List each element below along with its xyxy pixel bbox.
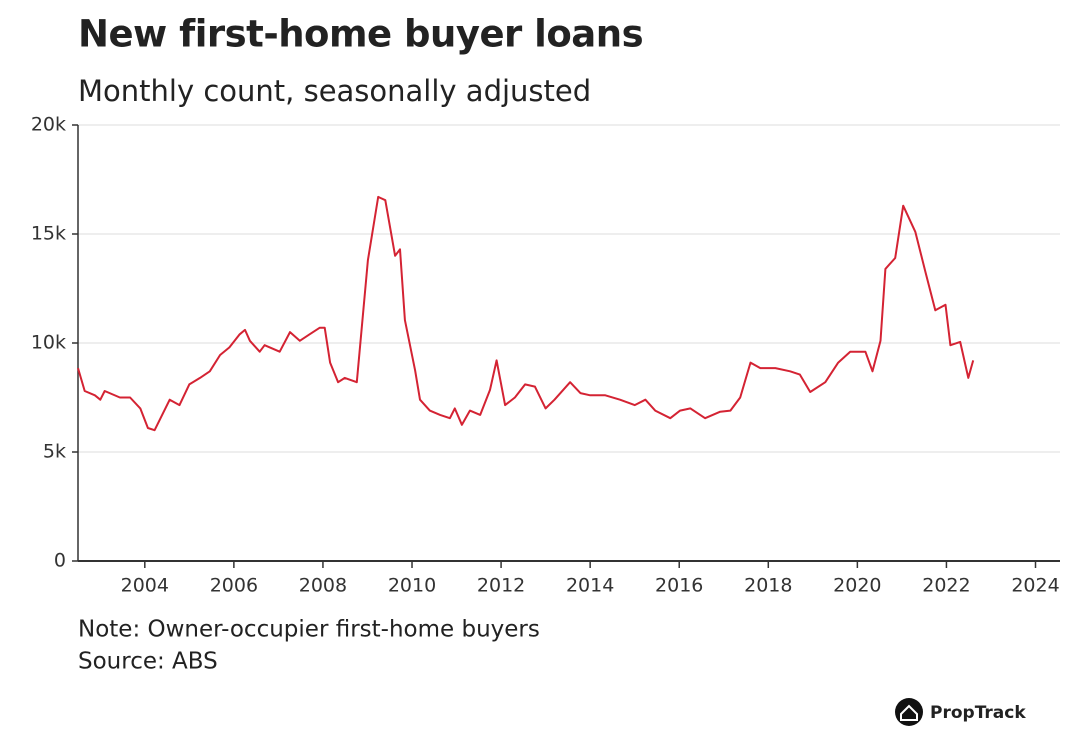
- x-tick-label: 2010: [388, 575, 436, 597]
- x-tick-label: 2004: [121, 575, 169, 597]
- x-tick-label: 2006: [210, 575, 258, 597]
- x-tick-label: 2012: [477, 575, 525, 597]
- y-tick-label: 10k: [31, 332, 66, 354]
- x-tick-label: 2016: [655, 575, 703, 597]
- brand-name: PropTrack: [930, 703, 1026, 723]
- logo-house: [900, 704, 918, 721]
- source: Source: ABS: [78, 649, 218, 675]
- chart-title: New first-home buyer loans: [78, 13, 643, 56]
- x-tick-label: 2024: [1011, 575, 1059, 597]
- y-tick-label: 20k: [31, 114, 66, 136]
- x-tick-label: 2022: [922, 575, 970, 597]
- brand-logo: PropTrack: [895, 698, 1026, 726]
- data-line: [77, 195, 975, 432]
- x-tick-label: 2020: [833, 575, 881, 597]
- y-tick-label: 5k: [43, 441, 66, 463]
- chart-subtitle: Monthly count, seasonally adjusted: [78, 74, 591, 108]
- y-tick-label: 0: [54, 550, 66, 572]
- x-tick-label: 2008: [299, 575, 347, 597]
- x-tick-label: 2018: [744, 575, 792, 597]
- y-tick-label: 15k: [31, 223, 66, 245]
- note: Note: Owner-occupier first-home buyers: [78, 617, 540, 643]
- x-tick-label: 2014: [566, 575, 614, 597]
- logo-icon: [895, 698, 923, 726]
